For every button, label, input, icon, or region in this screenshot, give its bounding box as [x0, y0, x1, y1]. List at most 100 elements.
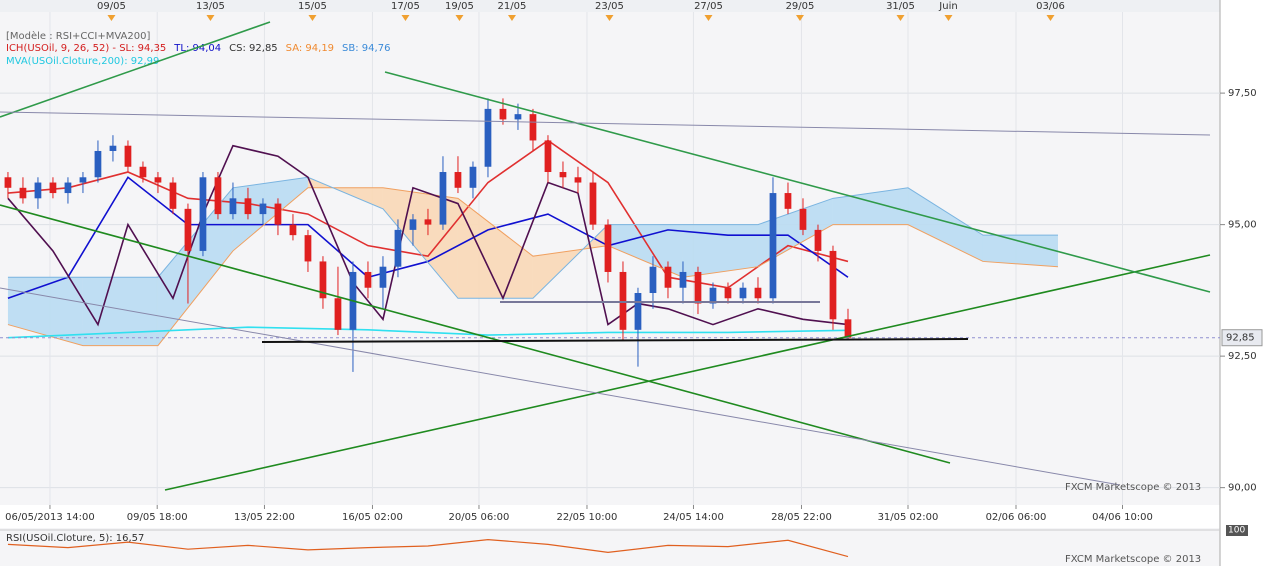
trendline — [0, 111, 1211, 136]
top-axis — [0, 0, 1220, 12]
rsi-tick-label: 100 — [1228, 526, 1245, 536]
top-tick-label: 03/06 — [1036, 1, 1065, 12]
top-tick-label: 27/05 — [694, 1, 723, 12]
cloud-span — [7, 176, 1058, 299]
trendline — [164, 254, 1211, 491]
candle-body — [229, 198, 237, 215]
top-tick-label: 23/05 — [595, 1, 624, 12]
top-tick-marker — [1046, 15, 1055, 21]
header: [Modèle : RSI+CCI+MVA200] — [6, 30, 150, 42]
top-tick-label: Juin — [938, 1, 957, 12]
candle-body — [709, 287, 717, 304]
legend-entry: SB: 94,76 — [342, 43, 390, 54]
top-tick-label: 31/05 — [886, 1, 915, 12]
legend-entry: SA: 94,19 — [286, 43, 334, 54]
candle-body — [679, 271, 687, 288]
candle-body — [829, 250, 837, 320]
x-tick-label: 13/05 22:00 — [234, 512, 295, 523]
candle-body — [739, 287, 747, 299]
y-tick-label: 97,50 — [1228, 88, 1257, 99]
watermark: FXCM Marketscope © 2013 — [1065, 554, 1201, 565]
cloud — [82, 277, 158, 346]
top-tick-marker — [605, 15, 614, 21]
cloud — [7, 277, 83, 346]
candle-body — [664, 266, 672, 288]
candle-body — [454, 172, 462, 188]
candle-body — [409, 219, 417, 230]
candle-body — [214, 177, 222, 215]
candle-body — [619, 271, 627, 330]
cloud — [682, 224, 758, 278]
top-tick-marker — [455, 15, 464, 21]
x-tick-label: 16/05 02:00 — [342, 512, 403, 523]
candle-body — [694, 271, 702, 304]
candle-body — [379, 266, 387, 288]
cloud — [157, 187, 233, 346]
candle-body — [289, 224, 297, 236]
top-tick-marker — [944, 15, 953, 21]
top-tick-marker — [507, 15, 516, 21]
candle-body — [19, 187, 27, 199]
cloud — [907, 187, 983, 262]
candle-body — [724, 287, 732, 299]
trendline — [0, 21, 271, 118]
candle-body — [124, 145, 132, 167]
legend-entry: MVA(USOil.Cloture,200): 92,99 — [6, 56, 159, 67]
candle-body — [304, 235, 312, 262]
candle-body — [139, 166, 147, 178]
cloud — [607, 224, 683, 278]
trendline — [0, 204, 951, 464]
candle-body — [394, 229, 402, 267]
candle-body — [634, 293, 642, 330]
top-tick-label: 21/05 — [498, 1, 527, 12]
cloud — [757, 198, 833, 267]
candle-body — [169, 182, 177, 209]
candle-body — [154, 177, 162, 183]
candle-body — [559, 172, 567, 178]
x-tick-label: 02/06 06:00 — [986, 512, 1047, 523]
top-tick-marker — [206, 15, 215, 21]
top-tick-marker — [795, 15, 804, 21]
x-tick-label: 22/05 10:00 — [557, 512, 618, 523]
y-tick-label: 95,00 — [1228, 220, 1257, 231]
candle-body — [544, 140, 552, 173]
candle-body — [199, 177, 207, 251]
top-tick-marker — [308, 15, 317, 21]
plot-layer: 90,00 92,50 95,00 97,50 06/05/2013 14:00 09/0… — [0, 1, 1263, 558]
candle-body — [244, 198, 252, 215]
candle-body — [424, 219, 432, 225]
candle-body — [4, 177, 12, 188]
rsi-label: RSI(USOil.Cloture, 5): 16,57 — [6, 533, 144, 544]
candle-body — [34, 182, 42, 199]
candle-body — [259, 203, 267, 215]
candle-body — [499, 108, 507, 120]
x-tick-label: 09/05 18:00 — [127, 512, 188, 523]
candle-body — [799, 208, 807, 230]
trendline — [0, 287, 1121, 486]
candle-body — [844, 319, 852, 338]
legend-entry: TL: 94,04 — [173, 43, 221, 54]
rsi-panel — [0, 528, 1220, 566]
candle-body — [574, 177, 582, 183]
x-tick-label: 04/06 10:00 — [1092, 512, 1153, 523]
rsi-tick-box — [1226, 525, 1248, 536]
support-line — [261, 338, 969, 343]
watermark: FXCM Marketscope © 2013 — [1065, 482, 1201, 493]
cloud-span — [7, 187, 1059, 347]
top-tick-label: 19/05 — [445, 1, 474, 12]
candle-body — [649, 266, 657, 294]
candle-body — [604, 224, 612, 272]
indicator-line — [7, 144, 849, 327]
indicator-line — [7, 326, 848, 339]
candle-body — [754, 287, 762, 299]
cloud — [457, 198, 533, 299]
top-tick-label: 17/05 — [391, 1, 420, 12]
x-tick-label: 31/05 02:00 — [878, 512, 939, 523]
rsi-line — [7, 538, 849, 558]
trendline — [384, 71, 1211, 293]
legend-entry: CS: 92,85 — [229, 43, 278, 54]
top-tick-marker — [896, 15, 905, 21]
trendlines — [0, 21, 1211, 491]
top-tick-marker — [107, 15, 116, 21]
